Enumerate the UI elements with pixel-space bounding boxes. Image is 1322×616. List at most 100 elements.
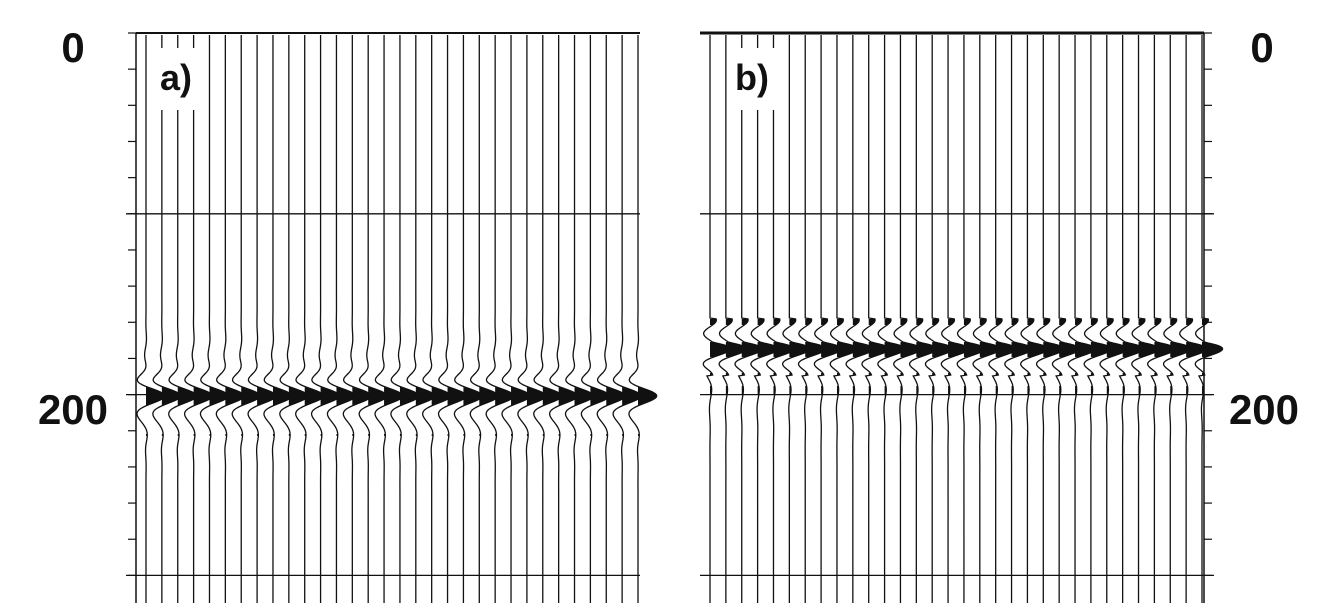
trace-fill: [884, 386, 887, 394]
trace-fill: [638, 387, 657, 405]
trace-fill: [821, 373, 824, 375]
trace-wiggle: [152, 35, 182, 603]
trace-fill: [852, 342, 874, 357]
trace-fill: [900, 386, 903, 394]
trace-fill: [1043, 319, 1050, 325]
trace-fill: [193, 387, 213, 405]
trace-wiggle: [310, 35, 340, 603]
trace-wiggle: [469, 35, 499, 603]
y-tick-label-b-200: 200: [1229, 386, 1299, 433]
trace-wiggle: [437, 35, 467, 603]
trace-fill: [1138, 386, 1141, 394]
trace: [342, 35, 372, 603]
trace: [1051, 35, 1081, 603]
trace-fill: [979, 319, 987, 325]
trace-fill: [725, 373, 729, 375]
trace-fill: [272, 434, 275, 436]
trace-fill: [320, 387, 340, 405]
trace-fill: [495, 387, 514, 405]
trace: [1162, 35, 1192, 603]
trace: [924, 35, 954, 603]
trace-fill: [900, 373, 904, 375]
trace-wiggle: [279, 35, 309, 603]
trace-fill: [1138, 342, 1160, 357]
trace: [1020, 35, 1049, 603]
panel-b: [700, 31, 1224, 603]
trace: [485, 35, 515, 603]
trace-fill: [177, 387, 197, 405]
trace-fill: [979, 373, 983, 375]
trace: [247, 35, 277, 603]
trace-fill: [821, 342, 842, 357]
trace-fill: [916, 386, 918, 394]
trace-fill: [1202, 342, 1223, 357]
trace: [517, 35, 547, 603]
trace-wiggle: [326, 35, 356, 603]
trace-fill: [1090, 342, 1112, 357]
trace: [1067, 35, 1097, 603]
trace-wiggle: [183, 35, 214, 603]
trace-fill: [932, 319, 939, 325]
trace-fill: [431, 434, 433, 436]
trace-fill: [963, 342, 985, 357]
trace-fill: [836, 373, 840, 375]
trace-fill: [868, 342, 890, 357]
trace-fill: [1202, 319, 1209, 325]
trace: [988, 35, 1017, 603]
trace-fill: [479, 434, 481, 436]
trace-fill: [1075, 386, 1077, 394]
trace: [766, 35, 795, 603]
trace-wiggle: [231, 35, 261, 603]
trace: [437, 35, 467, 603]
trace-fill: [320, 434, 322, 436]
trace-fill: [1170, 319, 1177, 325]
trace-fill: [241, 387, 260, 405]
trace-fill: [757, 319, 764, 325]
trace-fill: [384, 387, 403, 405]
trace: [1115, 35, 1144, 603]
trace-fill: [725, 342, 747, 357]
trace-fill: [1122, 386, 1125, 394]
trace-wiggle: [453, 35, 483, 603]
trace-fill: [511, 434, 513, 436]
trace-fill: [995, 342, 1017, 357]
trace-fill: [868, 373, 872, 375]
trace-fill: [447, 387, 467, 405]
trace: [877, 35, 906, 603]
panel-label-box-b: [728, 48, 776, 110]
trace-wiggle: [406, 35, 436, 603]
trace-fill: [590, 434, 592, 436]
trace-fill: [368, 387, 387, 405]
trace-fill: [836, 319, 844, 325]
trace-fill: [622, 434, 624, 436]
trace-fill: [542, 434, 545, 436]
trace-wiggle: [628, 35, 658, 603]
trace-fill: [209, 434, 211, 436]
trace: [734, 35, 764, 603]
trace-fill: [574, 434, 576, 436]
trace-fill: [558, 434, 560, 436]
trace-fill: [1186, 342, 1207, 357]
trace-fill: [606, 434, 608, 436]
trace-wiggle: [390, 35, 420, 603]
trace-wiggle: [596, 35, 626, 603]
trace: [612, 35, 642, 603]
trace-fill: [868, 319, 876, 325]
trace-fill: [741, 386, 744, 394]
trace-fill: [948, 342, 969, 357]
trace-fill: [963, 319, 971, 325]
y-tick-label-b-0: 0: [1250, 24, 1273, 71]
trace-fill: [209, 387, 229, 405]
trace-wiggle: [199, 35, 229, 603]
trace-wiggle: [517, 35, 547, 603]
trace-fill: [257, 434, 259, 436]
trace-fill: [590, 387, 610, 405]
trace-fill: [1090, 386, 1093, 394]
trace: [548, 35, 579, 603]
trace-fill: [304, 387, 324, 405]
trace-fill: [836, 342, 858, 357]
trace-fill: [415, 434, 418, 436]
trace-fill: [1170, 373, 1173, 375]
trace: [390, 35, 420, 603]
